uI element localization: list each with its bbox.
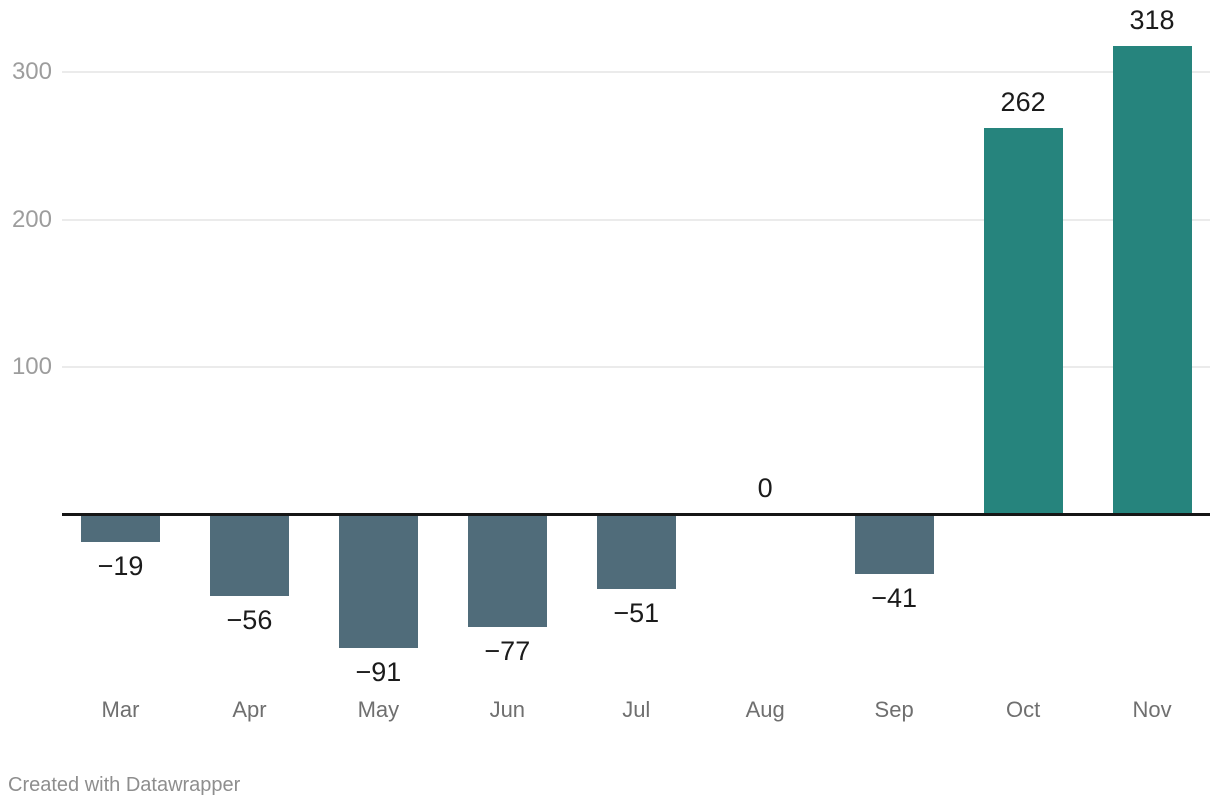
bar-value-label-sep: −41 <box>871 583 918 614</box>
gridline-200 <box>62 218 1210 221</box>
bar-value-label-aug: 0 <box>757 473 773 503</box>
x-axis-label-oct: Oct <box>1005 697 1041 722</box>
y-axis-tick-label: 200 <box>11 205 52 233</box>
zero-baseline <box>62 513 1210 516</box>
bar-jul <box>596 514 676 590</box>
bar-value-label-oct: 262 <box>1000 87 1046 118</box>
gridline-300 <box>62 71 1210 74</box>
bar-value-label-mar: −19 <box>97 550 144 581</box>
bar-apr <box>209 514 289 597</box>
y-axis-tick-label: 100 <box>11 352 52 380</box>
bar-value-label-jul: −51 <box>613 598 660 629</box>
bar-nov <box>1112 45 1192 514</box>
bar-oct <box>983 128 1063 514</box>
bar-value-label-apr: −56 <box>226 605 273 636</box>
x-axis-label-aug: Aug <box>745 697 785 722</box>
x-axis-label-apr: Apr <box>232 697 267 722</box>
x-axis-label-mar: Mar <box>101 697 140 722</box>
bar-value-label-nov: 318 <box>1129 4 1175 35</box>
bar-value-label-jun: −77 <box>484 636 531 667</box>
bar-sep <box>854 514 934 575</box>
datawrapper-attribution: Created with Datawrapper <box>8 774 241 796</box>
gridline-100 <box>62 365 1210 368</box>
x-axis-label-may: May <box>357 697 400 722</box>
bar-mar <box>81 514 160 542</box>
x-axis-label-nov: Nov <box>1132 697 1172 722</box>
bar-jun <box>467 514 547 628</box>
x-axis-label-jul: Jul <box>622 697 651 722</box>
bar-value-label-may: −91 <box>355 656 402 687</box>
y-axis-tick-label: 300 <box>11 58 52 86</box>
x-axis-label-jun: Jun <box>489 697 526 722</box>
bar-may <box>338 514 418 648</box>
x-axis-label-sep: Sep <box>874 697 914 722</box>
